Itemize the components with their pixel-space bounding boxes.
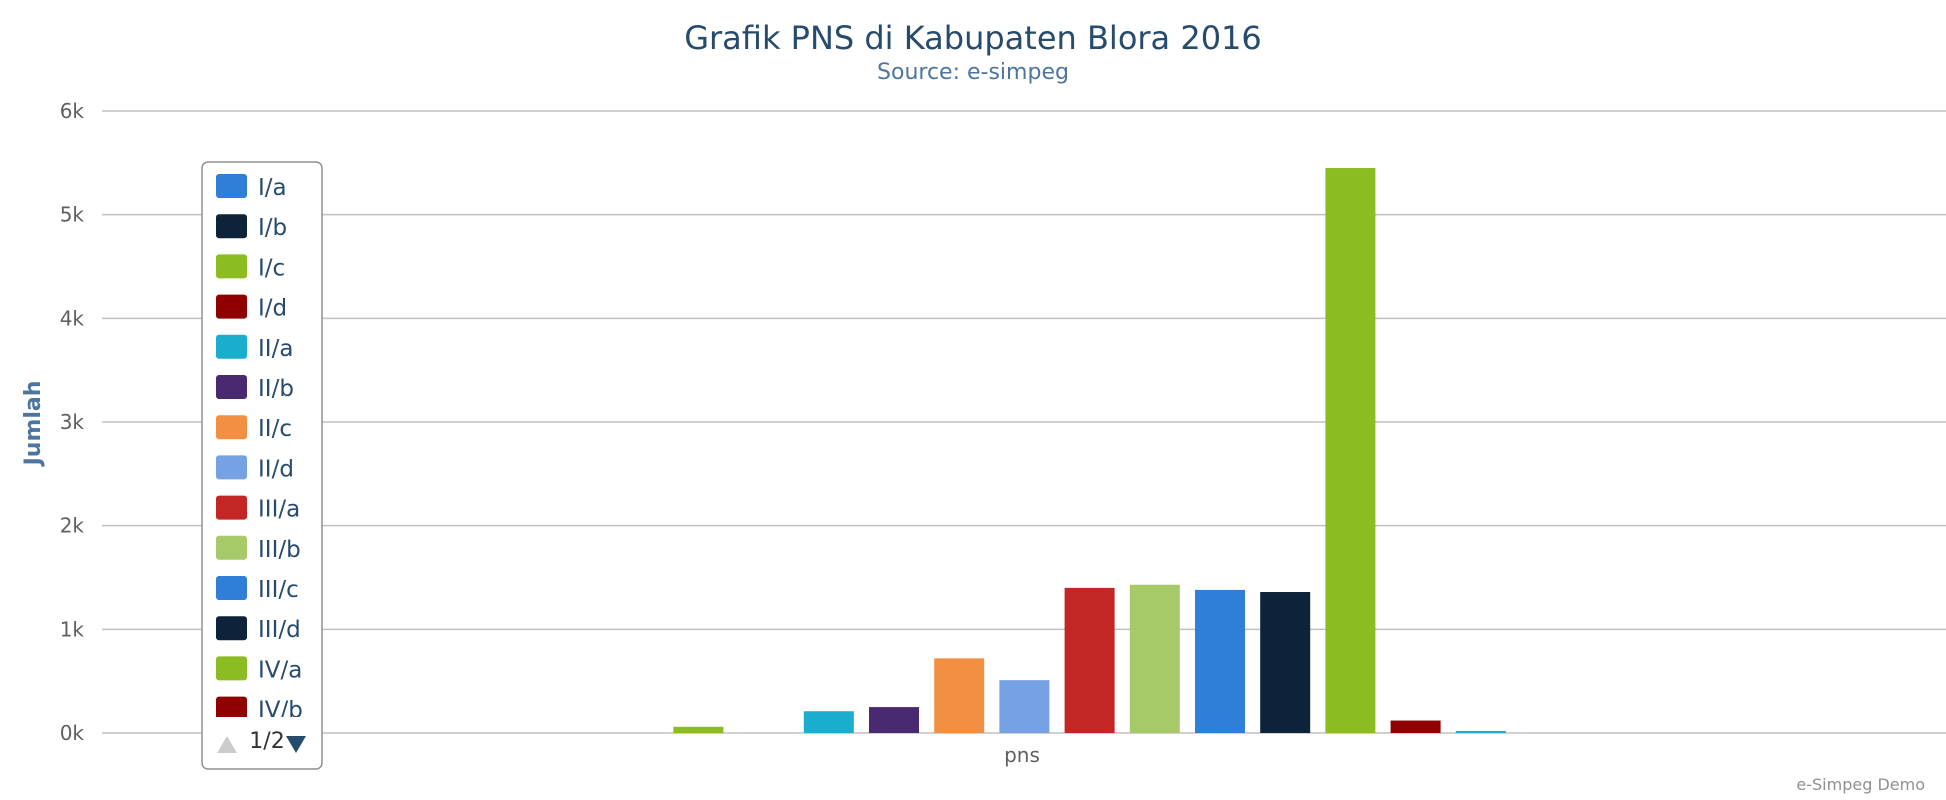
legend-label: III/b [258,537,301,563]
legend-swatch [216,294,247,319]
legend-item[interactable]: II/b [216,375,294,402]
legend-label: I/d [258,296,287,322]
bar-iii-b[interactable] [1129,584,1180,733]
bar-iii-d[interactable] [1260,592,1311,733]
legend-item[interactable]: I/a [216,174,287,201]
legend-item[interactable]: II/a [216,334,293,362]
legend-item[interactable]: III/c [216,576,299,603]
legend-item[interactable]: II/d [216,455,294,482]
y-tick-label: 1k [60,617,85,641]
legend-swatch [216,535,247,560]
legend-item[interactable]: II/c [216,415,292,442]
legend-item[interactable]: III/a [216,495,300,523]
legend-item[interactable]: I/c [216,254,285,281]
x-axis-category-label: pns [1004,743,1040,767]
legend-label: I/b [258,215,287,241]
legend-swatch [216,696,247,717]
y-axis-ticks: 0k 1k 2k 3k 4k 5k 6k [60,99,85,745]
legend-swatch [216,375,247,399]
legend-page-down-icon[interactable] [286,736,306,753]
y-tick-label: 0k [60,721,85,745]
bar-iv-a[interactable] [1325,168,1376,733]
legend-label: III/c [258,577,299,603]
legend-label: I/a [258,175,287,201]
y-tick-label: 6k [60,99,85,123]
bar-ii-d[interactable] [999,680,1050,733]
chart-title: Grafik PNS di Kabupaten Blora 2016 [684,19,1262,57]
bar-iii-a[interactable] [1064,587,1115,733]
legend-swatch [216,495,247,520]
bar-ii-b[interactable] [869,707,919,733]
legend-swatch [216,174,247,198]
legend-swatch [216,656,247,681]
legend-page-up-icon[interactable] [217,736,237,753]
legend-item[interactable]: III/d [216,616,301,643]
bar-iv-c[interactable] [1455,730,1506,733]
y-tick-label: 2k [60,514,85,538]
bars [673,168,1506,733]
legend-label: II/b [258,376,294,402]
legend-label: I/c [258,255,285,281]
legend-label: IV/b [258,698,303,724]
legend-label: IV/a [258,657,302,683]
legend-items: I/a I/b I/c I/d II/a II/b II/c II/d III/a III/b II… [216,174,303,724]
y-tick-label: 4k [60,306,85,330]
chart-subtitle: Source: e-simpeg [877,60,1069,85]
legend-item[interactable]: IV/a [216,656,302,683]
legend: I/a I/b I/c I/d II/a II/b II/c II/d III/a III/b II… [201,161,323,770]
legend-label: III/d [258,617,301,643]
legend-item[interactable]: I/b [216,214,287,241]
bar-iv-b[interactable] [1390,720,1441,733]
legend-swatch [216,576,247,600]
legend-swatch [216,616,247,641]
legend-swatch [216,254,247,279]
bar-iii-c[interactable] [1195,589,1245,733]
legend-item[interactable]: III/b [216,535,301,563]
y-tick-label: 3k [60,410,85,434]
legend-label: II/c [258,416,292,442]
y-axis-label: Jumlah [21,381,46,468]
bar-ii-c[interactable] [934,658,985,733]
legend-label: II/a [258,336,293,362]
grid-lines [102,110,1946,734]
credits[interactable]: e-Simpeg Demo [1796,775,1925,794]
legend-page-label: 1/2 [249,729,284,754]
legend-swatch [216,214,247,239]
legend-label: III/a [258,497,300,523]
bar-ii-a[interactable] [803,711,854,733]
legend-swatch [216,334,247,359]
legend-swatch [216,415,247,440]
legend-item[interactable]: I/d [216,294,287,322]
legend-label: II/d [258,456,294,482]
y-tick-label: 5k [60,203,85,227]
bar-i-c[interactable] [673,726,724,733]
legend-item[interactable]: IV/b [216,696,303,724]
legend-swatch [216,455,247,480]
